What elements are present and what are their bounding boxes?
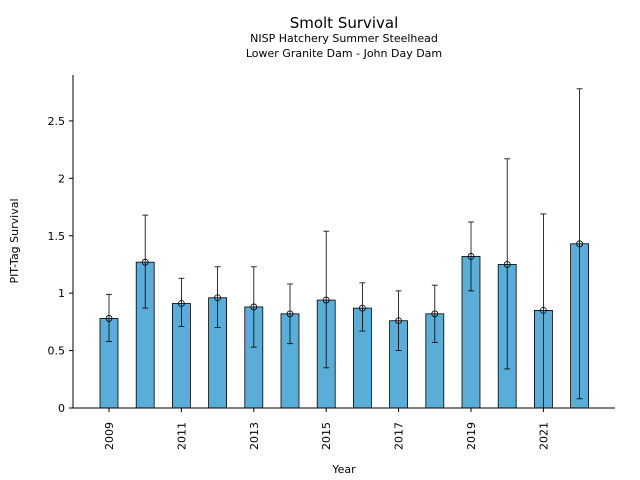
chart-subtitle-species: NISP Hatchery Summer Steelhead [250, 32, 438, 45]
point-2021 [540, 306, 547, 314]
x-axis-label: Year [331, 463, 356, 476]
chart-title: Smolt Survival [290, 14, 399, 32]
x-tick-label: 2009 [103, 422, 116, 450]
point-2022 [576, 240, 583, 248]
y-tick-label: 0 [58, 402, 65, 415]
point-2019 [467, 253, 475, 260]
y-tick-label: 1.5 [48, 230, 66, 243]
point-2011 [177, 300, 185, 307]
point-2013 [250, 303, 258, 311]
y-tick-label: 1 [58, 287, 65, 300]
y-axis-label: PIT-Tag Survival [8, 198, 21, 283]
x-tick-label: 2021 [537, 422, 550, 450]
x-tick-label: 2017 [393, 422, 406, 450]
point-2015 [322, 296, 330, 304]
point-2018 [431, 310, 439, 318]
plot-area [99, 88, 589, 409]
point-2010 [141, 258, 149, 266]
y-tick-label: 0.5 [48, 345, 66, 358]
x-axis-ticks: 2009 2011 2013 2015 2017 2019 2021 [103, 408, 550, 450]
point-2016 [358, 304, 366, 312]
y-tick-label: 2 [58, 172, 65, 185]
point-2012 [214, 294, 222, 302]
y-tick-label: 2.5 [48, 115, 66, 128]
point-2017 [395, 317, 403, 325]
x-tick-label: 2013 [248, 422, 261, 450]
point-2009 [105, 315, 113, 322]
point-2014 [286, 310, 294, 318]
x-tick-label: 2019 [465, 422, 478, 450]
y-axis-ticks: 0 0.5 1 1.5 2 2.5 [48, 115, 73, 415]
x-tick-label: 2015 [320, 422, 333, 450]
point-2020 [503, 261, 511, 268]
x-tick-label: 2011 [175, 422, 188, 450]
chart-subtitle-reach: Lower Granite Dam - John Day Dam [246, 47, 442, 60]
